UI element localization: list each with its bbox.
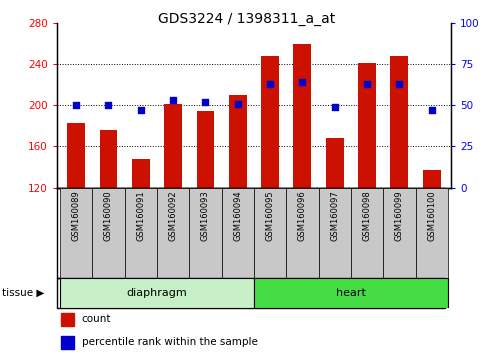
Text: GSM160096: GSM160096 [298, 190, 307, 241]
Bar [383, 188, 416, 278]
Point [363, 81, 371, 87]
Bar [293, 44, 311, 188]
Bar [261, 56, 279, 188]
Text: count: count [81, 314, 111, 325]
Bar [189, 188, 221, 278]
Text: heart: heart [336, 288, 366, 298]
Bar [61, 313, 73, 326]
Text: GSM160099: GSM160099 [395, 190, 404, 241]
Text: GSM160097: GSM160097 [330, 190, 339, 241]
Bar [326, 138, 344, 188]
Bar [61, 336, 73, 349]
Bar [157, 188, 189, 278]
Bar [254, 188, 286, 278]
Point [202, 99, 210, 105]
Text: GSM160090: GSM160090 [104, 190, 113, 241]
Text: GSM160095: GSM160095 [266, 190, 275, 241]
Point [137, 107, 144, 113]
Text: GSM160092: GSM160092 [169, 190, 177, 241]
Text: GSM160091: GSM160091 [136, 190, 145, 241]
Bar [132, 159, 150, 188]
Bar [221, 188, 254, 278]
Point [72, 103, 80, 108]
Text: diaphragm: diaphragm [127, 288, 187, 298]
Bar [416, 188, 448, 278]
Point [169, 98, 177, 103]
Point [234, 101, 242, 107]
Bar [423, 170, 441, 188]
Bar [92, 188, 125, 278]
Point [395, 81, 403, 87]
Point [331, 104, 339, 110]
Bar [318, 188, 351, 278]
Text: GSM160098: GSM160098 [362, 190, 372, 241]
Bar [390, 56, 408, 188]
Bar [125, 188, 157, 278]
Bar [100, 130, 117, 188]
Text: GSM160093: GSM160093 [201, 190, 210, 241]
Text: GSM160100: GSM160100 [427, 190, 436, 241]
Text: percentile rank within the sample: percentile rank within the sample [81, 337, 257, 348]
Bar [164, 104, 182, 188]
Bar [351, 188, 383, 278]
Bar [286, 188, 318, 278]
Text: GSM160089: GSM160089 [71, 190, 80, 241]
Point [266, 81, 274, 87]
Point [428, 107, 436, 113]
Bar [67, 123, 85, 188]
Bar [197, 112, 214, 188]
Text: GSM160094: GSM160094 [233, 190, 242, 241]
Bar [254, 278, 448, 308]
Point [105, 103, 112, 108]
Bar [60, 278, 254, 308]
Text: GDS3224 / 1398311_a_at: GDS3224 / 1398311_a_at [158, 12, 335, 27]
Bar [358, 63, 376, 188]
Bar [60, 188, 92, 278]
Text: tissue ▶: tissue ▶ [2, 288, 45, 298]
Bar [229, 95, 246, 188]
Point [298, 79, 306, 85]
